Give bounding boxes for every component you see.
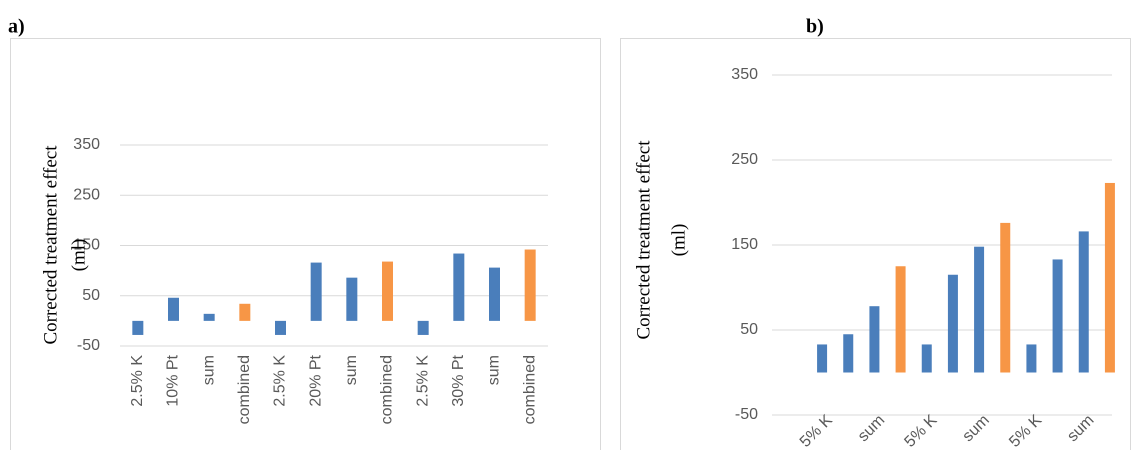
y-tick-label: -50 bbox=[735, 406, 758, 423]
x-tick-label: 10% Pt bbox=[165, 354, 182, 406]
bar bbox=[417, 320, 429, 335]
panel-label: b) bbox=[806, 16, 824, 38]
bar bbox=[524, 249, 536, 321]
y-axis-title: Corrected treatment effect bbox=[40, 145, 61, 345]
panel-b-border bbox=[620, 38, 1131, 450]
bar bbox=[239, 303, 251, 321]
bar bbox=[974, 246, 985, 373]
bar bbox=[843, 334, 854, 373]
bar bbox=[489, 267, 500, 321]
y-axis-title: (ml) bbox=[68, 239, 89, 272]
y-tick-label: 150 bbox=[731, 236, 758, 253]
bar bbox=[346, 277, 358, 321]
x-tick-label: 5% K bbox=[1006, 412, 1045, 450]
bar bbox=[382, 261, 393, 321]
bar bbox=[275, 320, 286, 335]
bar bbox=[168, 297, 179, 321]
y-tick-label: 350 bbox=[731, 66, 758, 83]
x-tick-label: sum bbox=[855, 412, 888, 445]
y-axis-title: Corrected treatment effect bbox=[633, 140, 654, 340]
x-tick-label: 2.5% K bbox=[414, 355, 431, 407]
bar bbox=[1052, 259, 1063, 373]
bar bbox=[310, 262, 322, 321]
y-tick-label: -50 bbox=[77, 337, 100, 354]
y-tick-label: 250 bbox=[73, 186, 100, 203]
x-tick-label: sum bbox=[343, 355, 360, 385]
y-tick-label: 150 bbox=[73, 237, 100, 254]
bar bbox=[869, 306, 880, 373]
y-tick-label: 50 bbox=[740, 321, 758, 338]
x-tick-label: sum bbox=[959, 412, 992, 445]
bar bbox=[1026, 344, 1037, 373]
bar bbox=[453, 253, 465, 321]
bar bbox=[1000, 222, 1011, 373]
x-tick-label: sum bbox=[200, 355, 217, 385]
bar bbox=[132, 320, 144, 335]
bar bbox=[895, 266, 906, 373]
y-tick-label: 250 bbox=[731, 151, 758, 168]
x-tick-label: 5% K bbox=[901, 412, 940, 450]
y-tick-label: 350 bbox=[73, 136, 100, 153]
bar bbox=[1104, 182, 1115, 373]
x-tick-label: 2.5% K bbox=[272, 355, 289, 407]
x-tick-label: sum bbox=[1064, 412, 1097, 445]
bar bbox=[1078, 231, 1089, 373]
bar bbox=[817, 344, 828, 373]
x-tick-label: sum bbox=[486, 355, 503, 385]
panel-label: a) bbox=[8, 16, 25, 38]
x-tick-label: 5% K bbox=[797, 412, 836, 450]
x-tick-label: combined bbox=[236, 355, 253, 424]
bar bbox=[947, 274, 958, 373]
y-tick-label: 50 bbox=[82, 287, 100, 304]
x-tick-label: 2.5% K bbox=[129, 355, 146, 407]
bar bbox=[203, 313, 215, 321]
x-tick-label: combined bbox=[379, 355, 396, 424]
x-tick-label: 30% Pt bbox=[450, 354, 467, 406]
y-axis-title: (ml) bbox=[668, 224, 689, 257]
panel-a-border bbox=[10, 38, 601, 450]
x-tick-label: 20% Pt bbox=[307, 354, 324, 406]
bar bbox=[921, 344, 932, 373]
x-tick-label: combined bbox=[521, 355, 538, 424]
